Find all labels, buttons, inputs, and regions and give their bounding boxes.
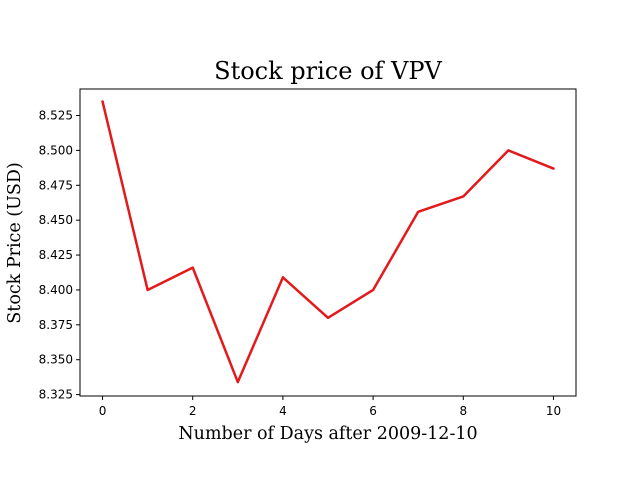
y-tick-label: 8.500 [39, 143, 73, 157]
data-point [507, 149, 510, 152]
x-axis-label: Number of Days after 2009-12-10 [178, 424, 477, 444]
x-tick-label: 6 [369, 404, 377, 418]
x-tick-label: 4 [279, 404, 287, 418]
series-line [101, 100, 555, 384]
data-point [281, 276, 285, 279]
y-tick-label: 8.400 [39, 283, 73, 297]
data-point [101, 100, 104, 103]
x-tick-label: 8 [459, 404, 467, 418]
x-tick-label: 2 [189, 404, 197, 418]
y-tick-label: 8.475 [39, 178, 73, 192]
y-tick-label: 8.375 [39, 318, 73, 332]
data-point [371, 288, 375, 292]
data-point [416, 210, 420, 213]
data-point [552, 167, 555, 170]
y-tick-label: 8.325 [39, 388, 73, 402]
x-axis-ticks: 0 2 4 6 8 10 [99, 396, 561, 418]
data-point [146, 288, 149, 292]
plot-area-frame [79, 88, 577, 397]
x-tick-label: 0 [99, 404, 107, 418]
y-axis-label: Stock Price (USD) [5, 162, 25, 323]
y-tick-label: 8.350 [39, 353, 73, 367]
data-point [326, 316, 330, 320]
y-tick-label: 8.450 [39, 213, 73, 227]
y-tick-label: 8.425 [39, 248, 73, 262]
series-points [101, 100, 555, 384]
data-point [236, 380, 240, 384]
x-tick-label: 10 [546, 404, 561, 418]
data-point [191, 266, 194, 269]
chart-title: Stock price of VPV [214, 57, 442, 85]
data-point [462, 195, 465, 198]
y-axis-ticks: 8.325 8.350 8.375 8.400 8.425 8.450 8.475 8.500… [39, 109, 80, 402]
y-tick-label: 8.525 [39, 109, 73, 123]
